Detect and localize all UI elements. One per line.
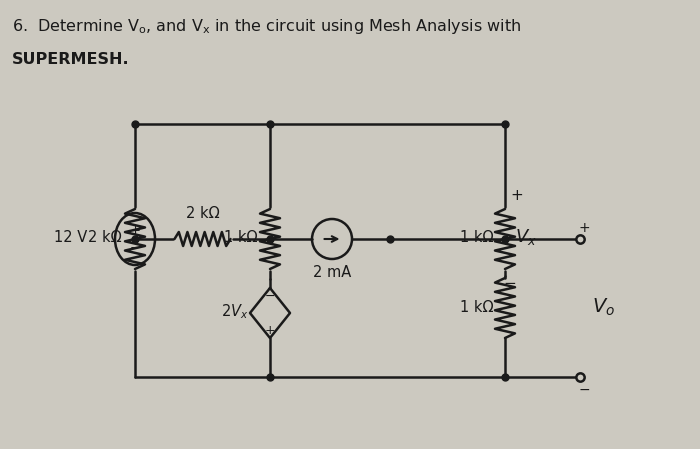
Text: 12 V: 12 V: [54, 229, 87, 245]
Text: +: +: [265, 323, 275, 336]
Text: 1 kΩ: 1 kΩ: [459, 229, 493, 245]
Text: SUPERMESH.: SUPERMESH.: [12, 52, 130, 66]
Text: +: +: [130, 224, 141, 237]
Text: +: +: [510, 188, 524, 202]
Text: +: +: [578, 221, 590, 235]
Text: 6.  Determine $\mathregular{V_o}$, and $\mathregular{V_x}$ in the circuit using : 6. Determine $\mathregular{V_o}$, and $\…: [12, 18, 522, 36]
Text: 2 mA: 2 mA: [313, 265, 351, 280]
Text: $2V_x$: $2V_x$: [220, 303, 248, 321]
Text: −: −: [503, 276, 517, 291]
Text: 1 kΩ: 1 kΩ: [223, 229, 257, 245]
Text: −: −: [265, 290, 275, 303]
Text: −: −: [130, 242, 141, 255]
Text: −: −: [578, 383, 590, 397]
Text: $V_x$: $V_x$: [515, 227, 537, 247]
Text: 2 kΩ: 2 kΩ: [88, 229, 122, 245]
Text: 2 kΩ: 2 kΩ: [186, 206, 219, 221]
Text: $V_o$: $V_o$: [592, 296, 615, 317]
Text: 1 kΩ: 1 kΩ: [459, 300, 493, 316]
